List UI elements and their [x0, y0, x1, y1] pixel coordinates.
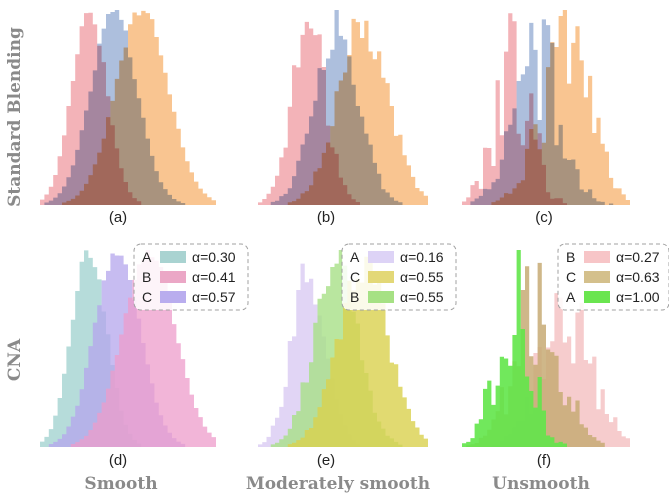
legend-alpha: α=0.30	[192, 249, 236, 265]
row-label-standard: Standard Blending	[5, 27, 25, 207]
col-label-unsmooth: Unsmooth	[492, 474, 590, 494]
legend-label: C	[350, 269, 360, 285]
legend-swatch	[584, 251, 610, 263]
legend-swatch	[584, 271, 610, 283]
legend-label: C	[142, 289, 152, 305]
legend-label: A	[142, 249, 152, 265]
legend-swatch	[368, 251, 394, 263]
legend-label: C	[566, 269, 576, 285]
legend-alpha: α=1.00	[616, 289, 660, 305]
legend-alpha: α=0.55	[400, 269, 444, 285]
legend-swatch	[368, 291, 394, 303]
panel-label-e: (e)	[317, 452, 335, 469]
legend-label: B	[566, 249, 575, 265]
legend-label: A	[566, 289, 576, 305]
panel-label-f: (f)	[537, 452, 551, 469]
legend-label: A	[350, 249, 360, 265]
panel-d	[40, 250, 216, 447]
panel-a	[40, 10, 216, 205]
legend-alpha: α=0.27	[616, 249, 660, 265]
legend-label: B	[142, 269, 151, 285]
row-label-cna: CNA	[5, 338, 25, 381]
histogram-series-3	[40, 10, 216, 205]
legend-alpha: α=0.55	[400, 289, 444, 305]
histogram-series-3	[258, 18, 428, 206]
panel-f	[462, 250, 630, 447]
legend-alpha: α=0.57	[192, 289, 236, 305]
legend-alpha: α=0.63	[616, 269, 660, 285]
legend-alpha: α=0.41	[192, 269, 236, 285]
panel-label-a: (a)	[109, 209, 127, 226]
legend-swatch	[368, 271, 394, 283]
legend-swatch	[160, 251, 186, 263]
panel-label-c: (c)	[535, 209, 553, 226]
panel-b	[258, 10, 428, 206]
panel-label-b: (b)	[317, 209, 335, 226]
col-label-moderately-smooth: Moderately smooth	[246, 474, 430, 494]
histogram-series-3	[40, 250, 216, 447]
legend-label: B	[350, 289, 359, 305]
histogram-series-3	[462, 10, 630, 205]
legend-swatch	[160, 271, 186, 283]
col-label-smooth: Smooth	[84, 474, 157, 494]
legend-alpha: α=0.16	[400, 249, 444, 265]
legend-swatch	[160, 291, 186, 303]
legend-swatch	[584, 291, 610, 303]
panel-label-d: (d)	[109, 452, 127, 469]
panel-c	[462, 10, 630, 206]
histogram-series-3	[462, 250, 630, 447]
